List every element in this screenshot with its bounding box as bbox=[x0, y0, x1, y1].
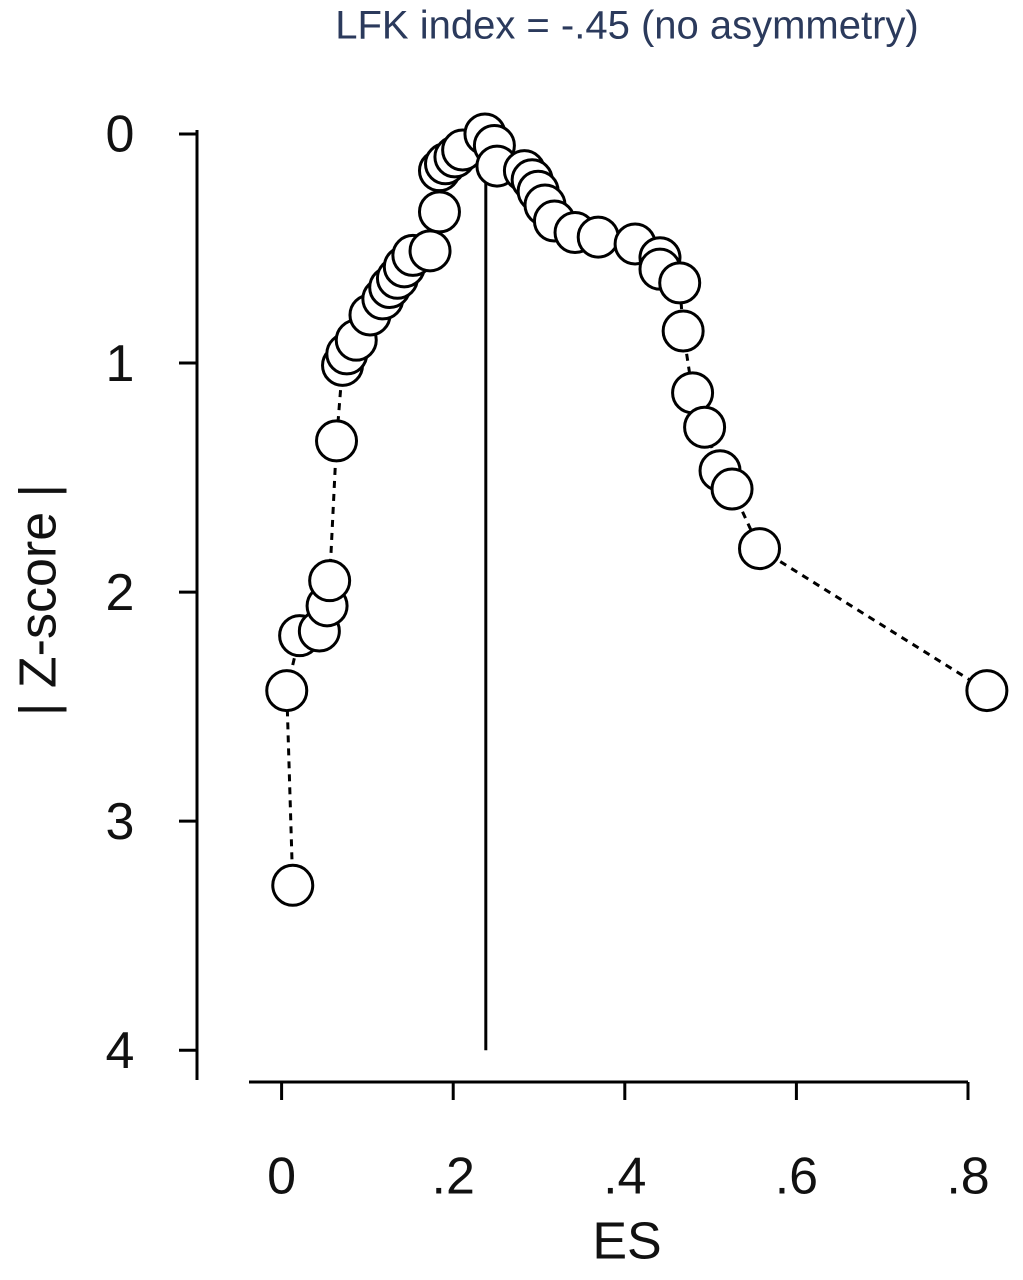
x-tick-label: 0 bbox=[267, 1148, 296, 1206]
x-tick-label: .6 bbox=[775, 1148, 818, 1206]
point bbox=[738, 527, 782, 571]
point bbox=[683, 405, 727, 449]
x-tick-label: .8 bbox=[946, 1148, 989, 1206]
y-tick-label: 4 bbox=[106, 1022, 135, 1080]
y-tick-label: 3 bbox=[106, 793, 135, 851]
y-axis-label: | Z-score | bbox=[10, 484, 68, 716]
point bbox=[308, 559, 352, 603]
point bbox=[265, 669, 309, 713]
point bbox=[576, 215, 620, 259]
y-tick-label: 1 bbox=[106, 335, 135, 393]
x-axis-label: ES bbox=[592, 1213, 661, 1271]
point bbox=[965, 669, 1009, 713]
point bbox=[417, 190, 461, 234]
point bbox=[658, 261, 702, 305]
point bbox=[271, 863, 315, 907]
chart-title: LFK index = -.45 (no asymmetry) bbox=[335, 4, 919, 48]
point bbox=[710, 467, 754, 511]
x-tick-label: .2 bbox=[432, 1148, 475, 1206]
y-tick-label: 0 bbox=[106, 106, 135, 164]
y-tick-label: 2 bbox=[106, 564, 135, 622]
point bbox=[315, 419, 359, 463]
point bbox=[661, 309, 705, 353]
point bbox=[408, 229, 452, 273]
x-tick-label: .4 bbox=[603, 1148, 646, 1206]
